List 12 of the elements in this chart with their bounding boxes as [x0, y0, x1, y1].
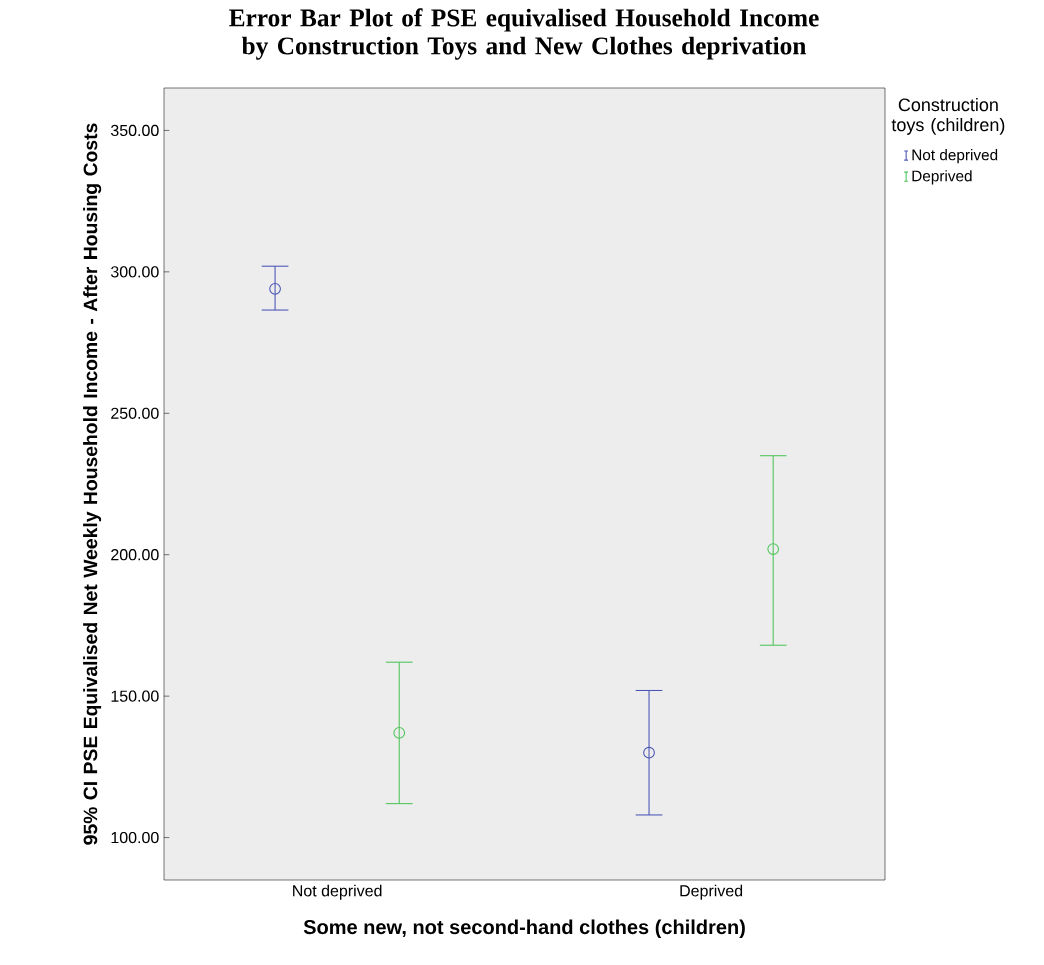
y-tick-label: 300.00: [110, 266, 159, 278]
x-axis-title: Some new, not second-hand clothes (children): [303, 919, 745, 939]
y-tick-label: 200.00: [111, 549, 159, 561]
legend-label: Deprived: [912, 170, 972, 185]
y-tick-label: 150.00: [111, 690, 159, 702]
y-axis-title: 95% CI PSE Equivalised Net Weekly Household Income - After Housing Costs: [83, 123, 102, 845]
y-tick-label: 250.00: [111, 407, 159, 419]
legend-label: Not deprived: [912, 149, 998, 164]
y-tick-label: 350.00: [110, 124, 159, 137]
y-tick-label: 100.00: [111, 831, 159, 844]
legend-title: Construction toys (children): [891, 97, 1005, 135]
chart-title: Error Bar Plot of PSE equivalised Household Income by Construction Toys and New Clothes deprivation: [229, 8, 819, 60]
